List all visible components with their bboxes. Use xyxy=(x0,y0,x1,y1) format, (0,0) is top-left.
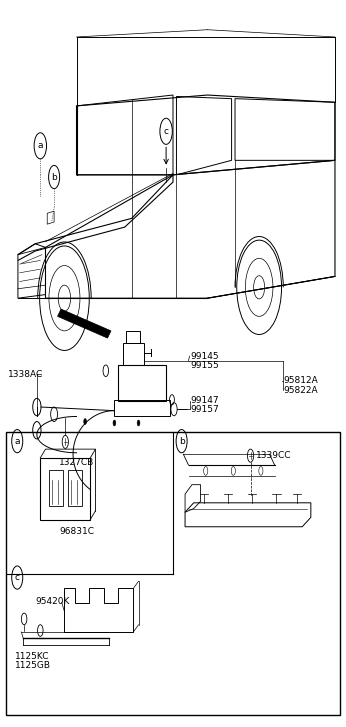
Text: b: b xyxy=(179,437,184,446)
Text: 99157: 99157 xyxy=(190,406,219,414)
Text: 95420K: 95420K xyxy=(35,598,70,606)
Circle shape xyxy=(113,420,116,426)
Text: c: c xyxy=(164,126,169,136)
Text: c: c xyxy=(15,573,20,582)
Text: 1125GB: 1125GB xyxy=(15,662,51,670)
Text: 1339CC: 1339CC xyxy=(256,451,291,460)
Text: 99155: 99155 xyxy=(190,361,219,370)
Text: 96831C: 96831C xyxy=(59,527,94,536)
Text: 95822A: 95822A xyxy=(283,386,318,395)
Text: 99145: 99145 xyxy=(190,352,219,361)
Text: 95812A: 95812A xyxy=(283,377,318,385)
Text: 1327CB: 1327CB xyxy=(59,458,94,467)
Bar xyxy=(49,470,63,507)
Bar xyxy=(40,458,90,520)
Text: 1338AC: 1338AC xyxy=(8,370,43,379)
Circle shape xyxy=(137,420,140,426)
Polygon shape xyxy=(57,309,111,338)
Text: 1125KC: 1125KC xyxy=(15,652,49,661)
Text: a: a xyxy=(38,141,43,150)
Text: a: a xyxy=(15,437,20,446)
Bar xyxy=(68,470,82,507)
Bar xyxy=(6,433,340,715)
Text: 99147: 99147 xyxy=(190,396,219,405)
Circle shape xyxy=(84,419,86,425)
Text: b: b xyxy=(51,172,57,182)
